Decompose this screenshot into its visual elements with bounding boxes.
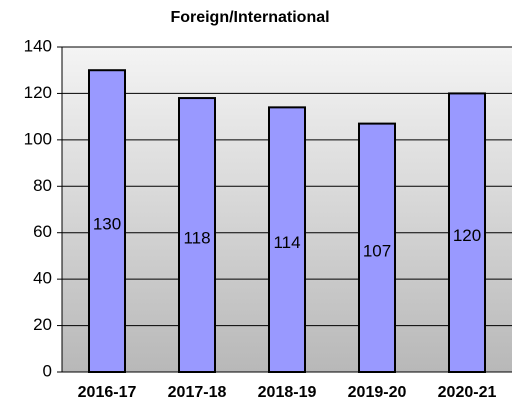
value-label: 130 [93, 215, 121, 234]
x-tick-label: 2017-18 [168, 384, 227, 401]
x-tick-label: 2016-17 [78, 384, 137, 401]
bar [268, 106, 306, 373]
y-tick-label: 0 [43, 361, 52, 380]
y-tick-label: 20 [33, 315, 52, 334]
value-label: 114 [273, 233, 300, 252]
x-tick-label: 2019-20 [348, 384, 407, 401]
y-tick-label: 60 [33, 222, 52, 241]
y-tick-label: 80 [33, 176, 52, 195]
y-tick-label: 40 [33, 269, 52, 288]
chart-title: Foreign/International [170, 9, 329, 26]
bar [88, 69, 126, 373]
y-tick-label: 120 [24, 83, 52, 102]
bar [448, 92, 486, 374]
value-label: 120 [453, 226, 481, 245]
x-tick-label: 2018-19 [258, 384, 317, 401]
value-label: 107 [363, 241, 391, 260]
y-tick-label: 100 [24, 129, 52, 148]
x-tick-label: 2020-21 [438, 384, 497, 401]
y-tick-label: 140 [24, 36, 52, 55]
value-label: 118 [183, 229, 210, 248]
bar [358, 122, 396, 373]
bar [178, 97, 216, 373]
